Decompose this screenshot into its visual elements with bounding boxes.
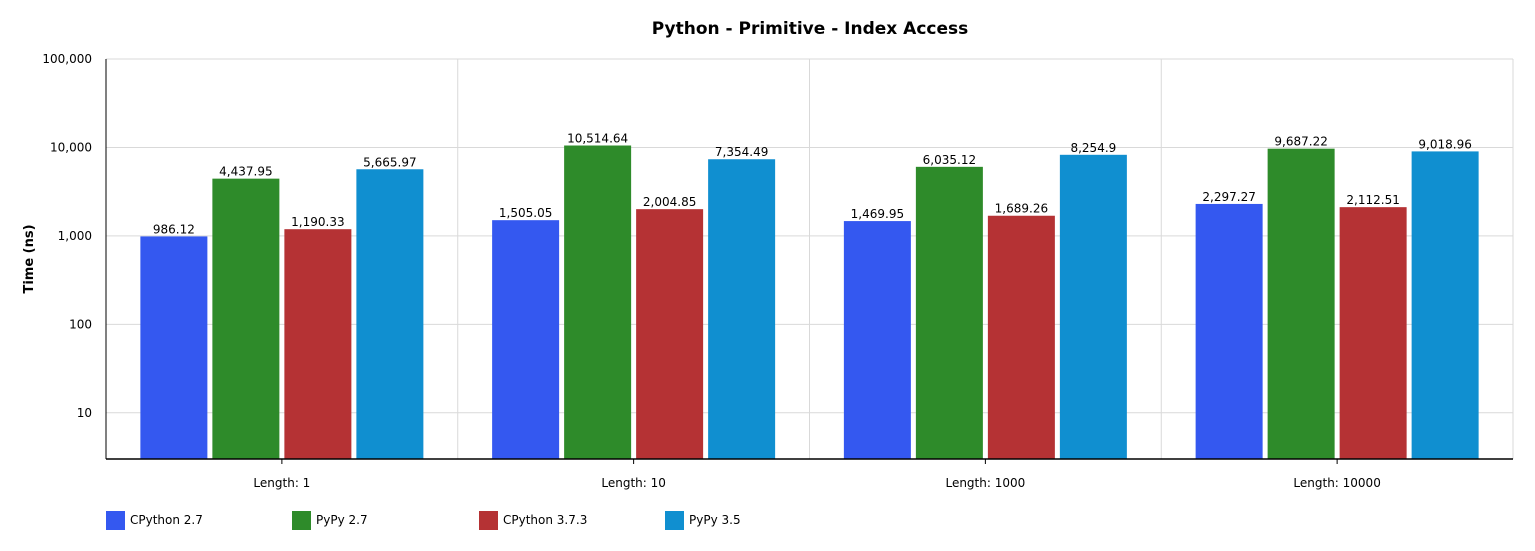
x-tick-label: Length: 1000	[945, 476, 1025, 490]
y-tick-label: 100	[69, 317, 92, 331]
bar-pypy-3-5	[1059, 154, 1127, 460]
legend-label: CPython 2.7	[130, 513, 203, 527]
legend-item[interactable]: PyPy 3.5	[665, 508, 741, 532]
x-tick-label: Length: 10000	[1293, 476, 1380, 490]
legend-label: PyPy 3.5	[689, 513, 741, 527]
legend-item[interactable]: CPython 3.7.3	[479, 508, 587, 532]
legend-item[interactable]: PyPy 2.7	[292, 508, 368, 532]
bar-cpython-2-7	[140, 236, 208, 459]
legend-swatch	[479, 510, 498, 530]
data-labels: 986.12 4,437.95 1,190.33 5,665.97 1,505.05 10…	[153, 132, 1472, 237]
y-tick-label: 1,000	[58, 229, 92, 243]
bar-cpython-2-7	[1195, 203, 1263, 459]
bar-chart: Python - Primitive - Index Access Time (…	[22, 19, 1514, 490]
chart-title: Python - Primitive - Index Access	[652, 19, 969, 39]
data-label: 9,687.22	[1274, 135, 1327, 149]
data-label: 7,354.49	[715, 145, 768, 159]
bar-cpython-3-7-3	[987, 215, 1055, 459]
data-label: 1,505.05	[499, 206, 552, 220]
bars-group	[140, 145, 1479, 460]
legend-swatch	[292, 510, 311, 530]
data-label: 4,437.95	[219, 165, 272, 179]
bar-cpython-3-7-3	[284, 229, 352, 459]
data-label: 9,018.96	[1418, 137, 1471, 151]
legend: CPython 2.7 PyPy 2.7 CPython 3.7.3 PyPy 3.5	[0, 508, 1535, 536]
data-label: 8,254.9	[1070, 141, 1116, 155]
data-label: 5,665.97	[363, 155, 416, 169]
legend-label: PyPy 2.7	[316, 513, 368, 527]
bar-cpython-2-7	[492, 220, 560, 459]
y-axis-label: Time (ns)	[22, 224, 37, 293]
data-label: 1,689.26	[995, 202, 1048, 216]
x-ticks: Length: 1 Length: 10 Length: 1000 Length: 1…	[253, 476, 1380, 490]
y-tick-label: 10,000	[50, 140, 92, 154]
data-label: 10,514.64	[567, 132, 628, 146]
data-label: 6,035.12	[923, 153, 976, 167]
y-tick-label: 100,000	[42, 52, 92, 66]
bar-pypy-2-7	[212, 178, 280, 460]
data-label: 1,469.95	[851, 207, 904, 221]
data-label: 1,190.33	[291, 215, 344, 229]
bar-cpython-3-7-3	[1339, 207, 1407, 459]
bar-pypy-2-7	[564, 145, 632, 459]
bar-pypy-2-7	[915, 166, 983, 460]
legend-item[interactable]: CPython 2.7	[106, 508, 203, 532]
legend-label: CPython 3.7.3	[503, 513, 588, 527]
x-tick-label: Length: 10	[601, 476, 666, 490]
data-label: 986.12	[153, 222, 195, 236]
legend-swatch	[106, 510, 125, 530]
bar-pypy-3-5	[356, 169, 424, 459]
bar-cpython-2-7	[843, 221, 911, 459]
bar-pypy-2-7	[1267, 148, 1335, 459]
data-label: 2,297.27	[1202, 190, 1255, 204]
y-tick-label: 10	[77, 406, 92, 420]
bar-cpython-3-7-3	[636, 209, 704, 459]
bar-pypy-3-5	[708, 159, 776, 459]
data-label: 2,112.51	[1346, 193, 1399, 207]
x-tick-label: Length: 1	[253, 476, 310, 490]
y-ticks: 10 100 1,000 10,000 100,000	[42, 52, 92, 420]
legend-swatch	[665, 510, 684, 530]
axes	[105, 59, 1513, 464]
bar-pypy-3-5	[1411, 151, 1479, 459]
data-label: 2,004.85	[643, 195, 696, 209]
